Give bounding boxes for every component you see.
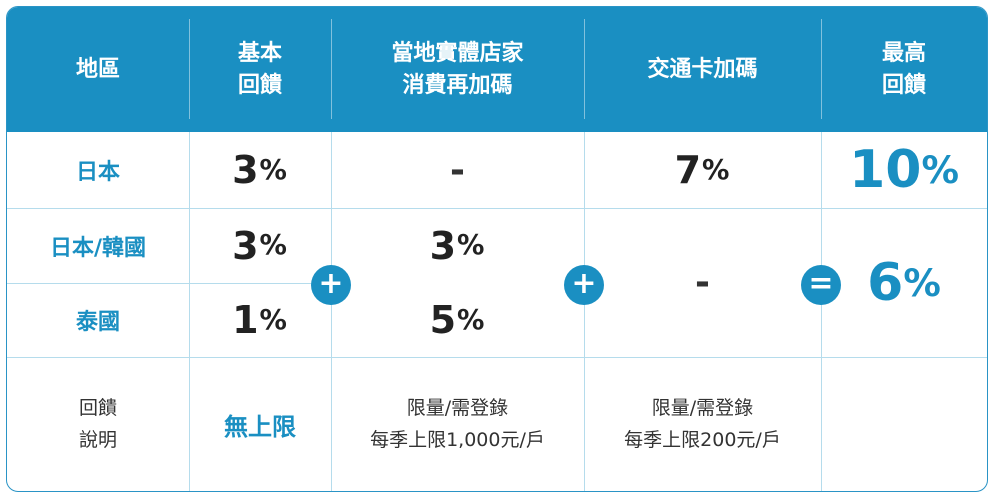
transit-bonus-note: 限量/需登錄 每季上限200元/戶: [624, 397, 781, 451]
max-rebate-japan: 10%: [849, 140, 959, 200]
header-divider: [189, 19, 190, 119]
header-local-store-bonus: 當地實體店家 消費再加碼: [391, 40, 524, 98]
notes-label: 回饋 說明: [78, 397, 117, 451]
basic-rebate-japan-korea: 3%: [232, 223, 288, 268]
transit-bonus-merged: -: [695, 262, 710, 303]
grid-line: [7, 283, 331, 284]
plus-icon: +: [311, 265, 351, 305]
grid-line: [7, 208, 987, 209]
header-basic-rebate: 基本 回饋: [237, 40, 282, 98]
max-rebate-merged: 6%: [867, 252, 941, 313]
local-bonus-japan: -: [450, 149, 465, 191]
transit-bonus-japan: 7%: [674, 148, 731, 192]
grid-line: [584, 132, 585, 491]
header-divider: [331, 19, 332, 119]
local-bonus-japan-korea: 3%: [429, 223, 486, 268]
plus-icon: +: [564, 265, 604, 305]
grid-line: [7, 357, 987, 358]
header-divider: [821, 19, 822, 119]
grid-line: [189, 132, 190, 491]
equals-icon: =: [801, 265, 841, 305]
header-max-rebate: 最高 回饋: [881, 40, 926, 98]
basic-rebate-thailand: 1%: [232, 298, 288, 342]
header-transit-card-bonus: 交通卡加碼: [647, 56, 758, 82]
basic-rebate-japan: 3%: [232, 148, 288, 192]
basic-rebate-note: 無上限: [224, 412, 296, 441]
local-bonus-thailand: 5%: [429, 298, 486, 342]
region-japan: 日本: [75, 160, 120, 185]
rebate-table: 地區 基本 回饋 當地實體店家 消費再加碼 交通卡加碼 最高 回饋 日本 3% …: [6, 6, 988, 492]
header-divider: [584, 19, 585, 119]
grid-line: [821, 132, 822, 491]
region-thailand: 泰國: [75, 310, 120, 335]
region-japan-korea: 日本/韓國: [49, 235, 147, 261]
local-bonus-note: 限量/需登錄 每季上限1,000元/戶: [370, 397, 545, 451]
header-region: 地區: [75, 56, 120, 82]
table-header: 地區 基本 回饋 當地實體店家 消費再加碼 交通卡加碼 最高 回饋: [7, 7, 987, 132]
grid-line: [331, 132, 332, 491]
